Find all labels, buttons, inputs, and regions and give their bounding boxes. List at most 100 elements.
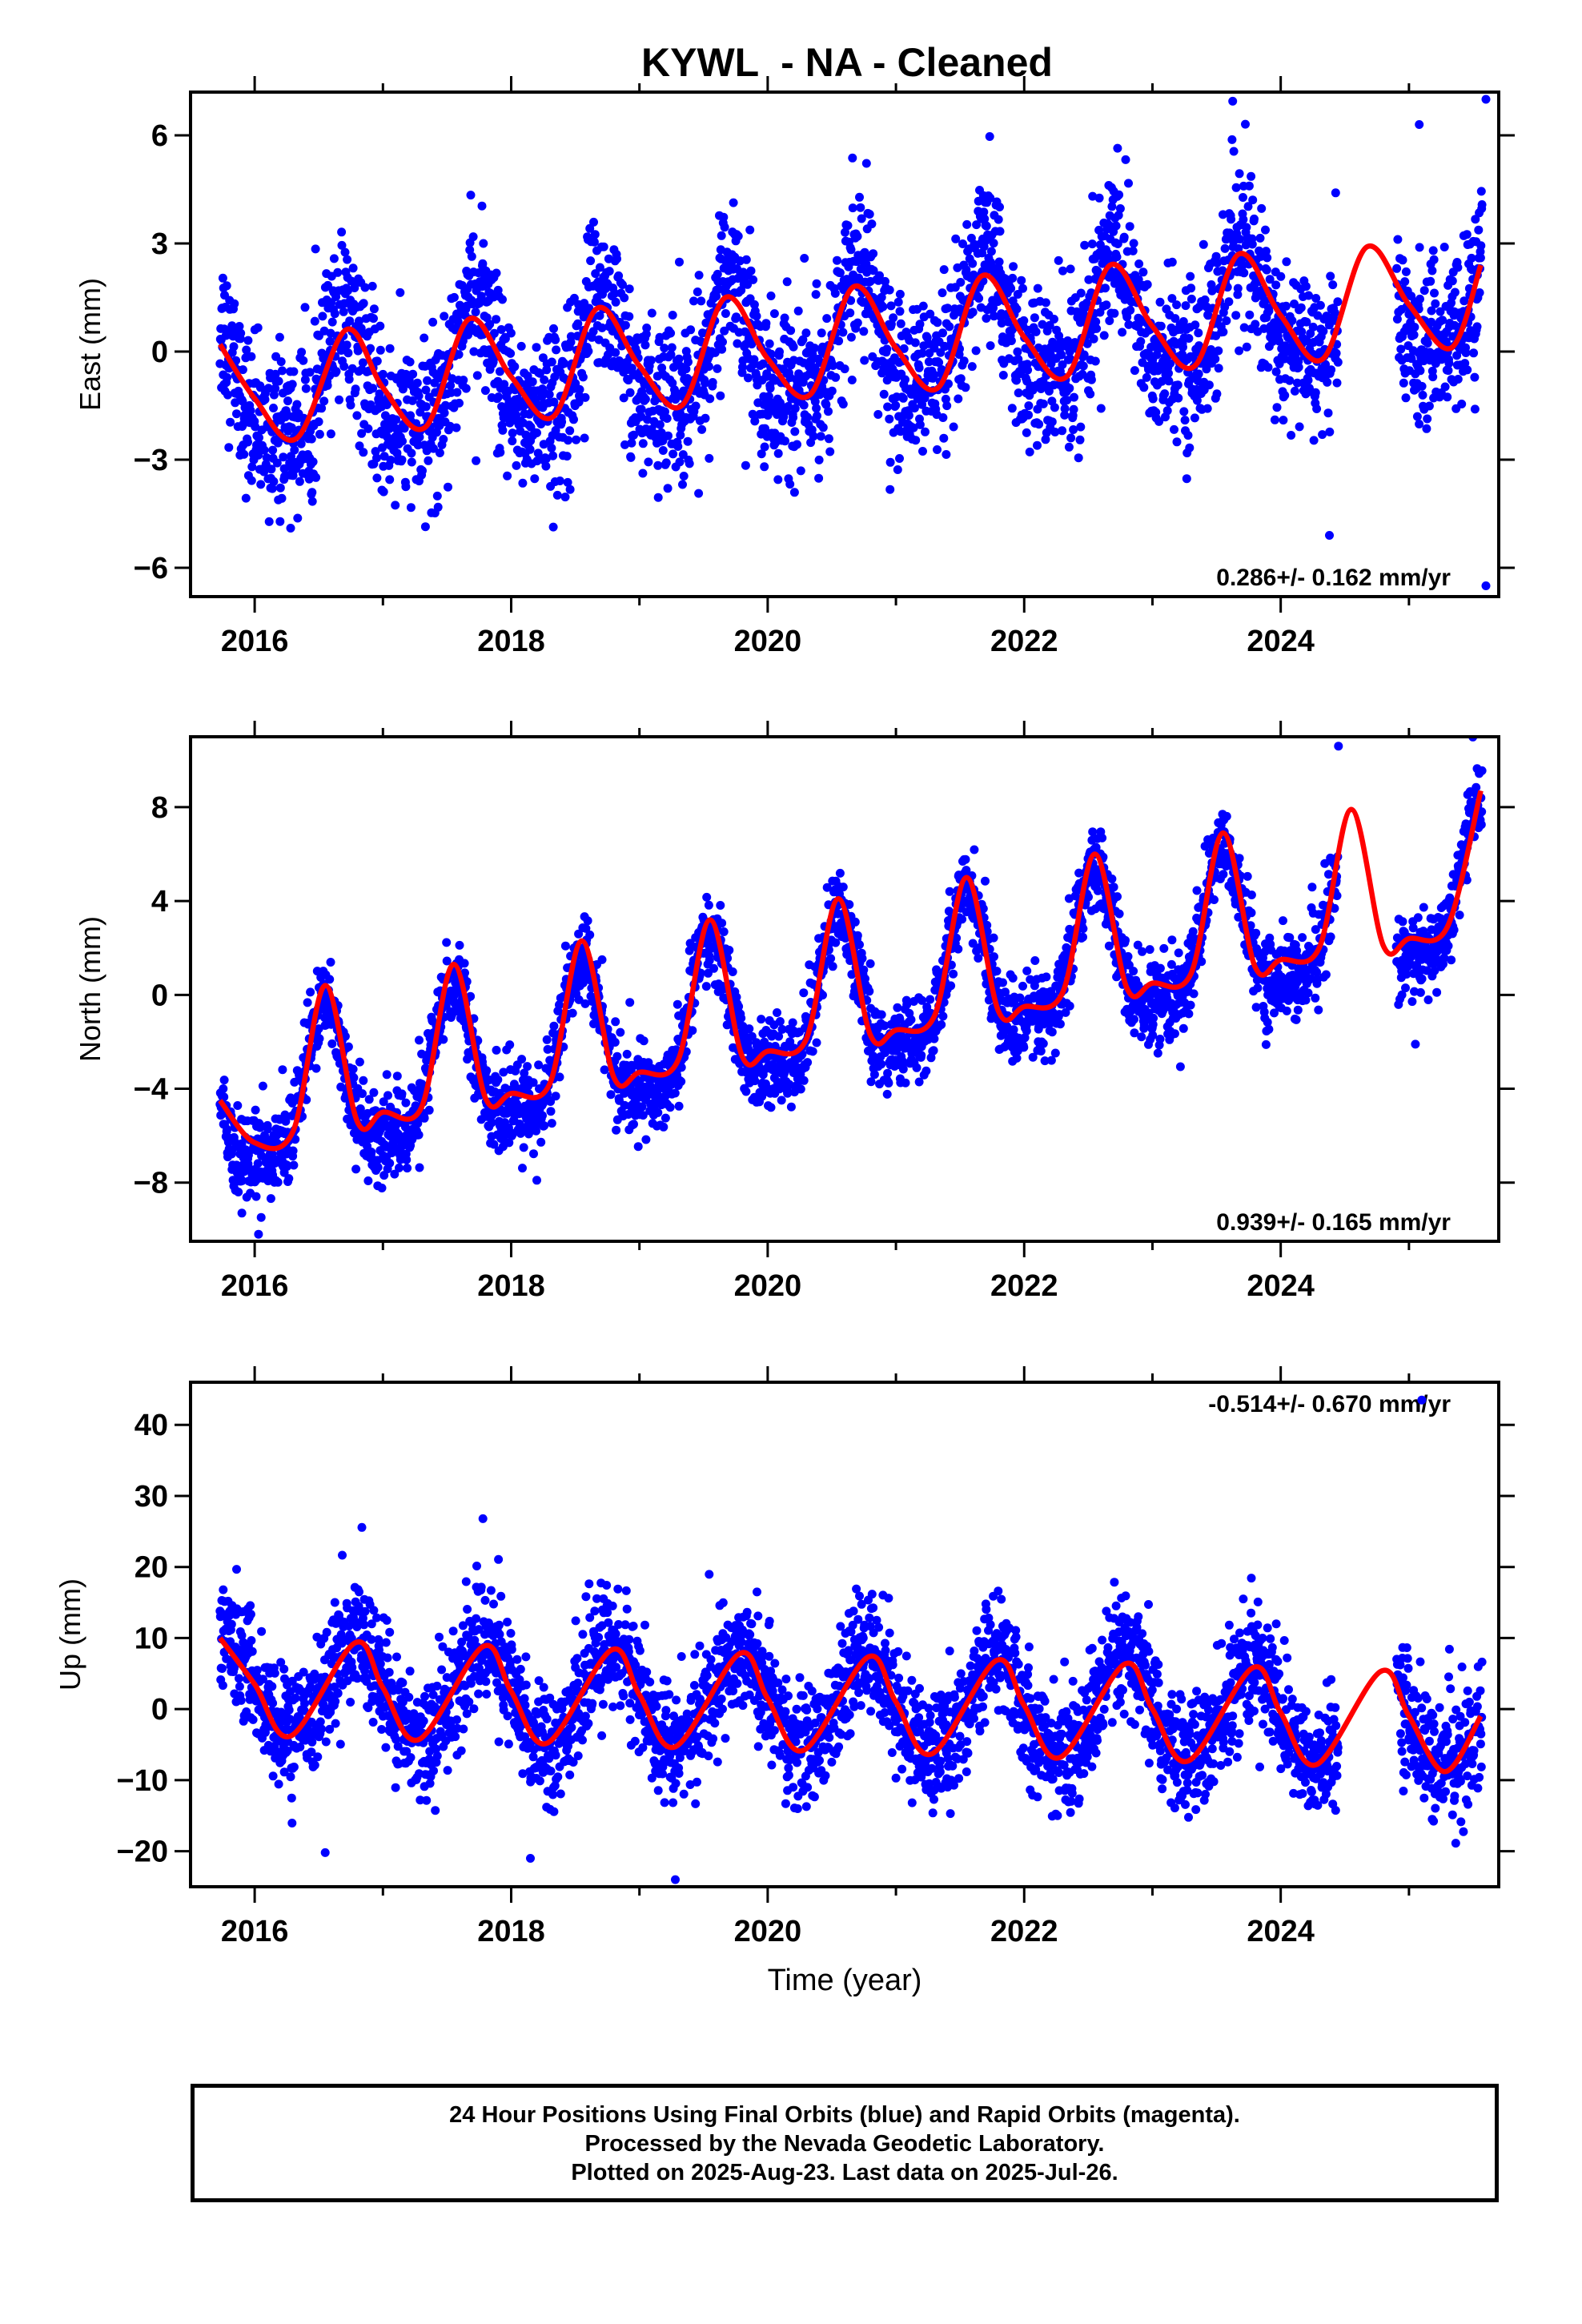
east-point <box>289 367 299 376</box>
north-point <box>555 1072 564 1082</box>
east-point <box>482 313 492 323</box>
east-point <box>1255 233 1265 243</box>
east-point <box>1222 316 1231 325</box>
east-point <box>369 314 378 324</box>
north-point <box>799 1076 809 1085</box>
east-point <box>1418 390 1427 400</box>
east-point <box>439 435 448 444</box>
east-point <box>359 299 368 308</box>
east-point <box>223 390 232 400</box>
north-point <box>859 965 869 975</box>
east-point <box>643 415 652 424</box>
east-point <box>563 477 572 487</box>
east-point <box>1398 255 1407 265</box>
north-point <box>633 1142 643 1152</box>
north-point <box>363 1176 373 1185</box>
north-point <box>869 1070 879 1080</box>
east-point <box>878 302 888 312</box>
east-point <box>494 392 504 402</box>
east-point <box>1179 407 1189 416</box>
east-point <box>1065 384 1074 393</box>
east-point <box>1178 317 1188 326</box>
north-point <box>581 923 591 933</box>
east-point <box>311 244 320 254</box>
east-point <box>1012 304 1022 314</box>
east-point <box>1019 316 1029 325</box>
east-point <box>853 231 862 241</box>
north-point <box>340 1031 350 1041</box>
east-point <box>432 428 441 437</box>
east-point <box>1239 215 1248 224</box>
east-point <box>1440 382 1450 392</box>
east-point <box>814 473 824 483</box>
east-point <box>1092 324 1102 333</box>
east-point <box>1470 404 1480 414</box>
east-point <box>720 223 729 232</box>
east-point <box>822 314 832 324</box>
east-point <box>1270 415 1279 424</box>
east-point <box>472 371 482 380</box>
east-point <box>1130 366 1139 376</box>
east-point <box>1191 320 1200 330</box>
east-point <box>838 328 848 337</box>
north-point <box>538 1111 547 1120</box>
east-point <box>1280 391 1290 400</box>
east-point <box>1184 334 1194 343</box>
east-point <box>901 375 909 384</box>
east-point <box>418 466 427 476</box>
north-point <box>865 987 874 996</box>
east-point <box>684 357 693 367</box>
east-point <box>1325 427 1335 436</box>
east-point <box>1014 388 1023 398</box>
north-point <box>719 927 729 936</box>
east-point <box>337 240 347 250</box>
east-point <box>264 517 274 526</box>
east-point <box>675 457 685 467</box>
east-point <box>773 475 783 485</box>
east-point <box>860 356 869 365</box>
east-outlier-point <box>286 524 295 533</box>
east-point <box>1477 200 1487 209</box>
east-point <box>401 482 411 492</box>
east-point <box>956 374 966 384</box>
north-point <box>311 1063 321 1073</box>
east-point <box>565 485 575 494</box>
north-point <box>777 1096 786 1105</box>
north-point <box>612 1051 622 1061</box>
north-point <box>493 1075 503 1084</box>
north-point <box>659 1122 669 1132</box>
east-point <box>689 296 698 306</box>
east-x-tick-label: 2016 <box>221 625 289 658</box>
east-point <box>1476 253 1485 263</box>
east-point <box>672 388 681 398</box>
east-point <box>918 447 927 456</box>
north-point <box>417 1049 427 1059</box>
east-points <box>215 94 1491 590</box>
east-point <box>1239 193 1247 202</box>
east-point <box>574 397 584 407</box>
east-point <box>475 298 484 308</box>
north-point <box>757 1015 766 1024</box>
east-point <box>1088 191 1098 201</box>
north-point <box>343 1042 353 1051</box>
east-point <box>954 394 963 404</box>
east-point <box>1472 322 1482 332</box>
east-point <box>279 464 289 473</box>
east-point <box>604 350 612 360</box>
east-point <box>669 449 678 459</box>
north-point <box>415 1035 424 1045</box>
east-point <box>1401 393 1411 403</box>
east-point <box>1271 367 1281 376</box>
east-point <box>444 482 452 492</box>
east-point <box>508 436 517 446</box>
east-point <box>620 293 629 303</box>
east-point <box>944 379 953 388</box>
east-point <box>640 340 650 350</box>
east-point <box>694 271 704 280</box>
east-point <box>604 267 614 276</box>
east-point <box>496 325 506 334</box>
east-point <box>368 384 378 393</box>
east-point <box>701 413 710 423</box>
east-point <box>267 464 276 474</box>
east-point <box>810 397 820 406</box>
